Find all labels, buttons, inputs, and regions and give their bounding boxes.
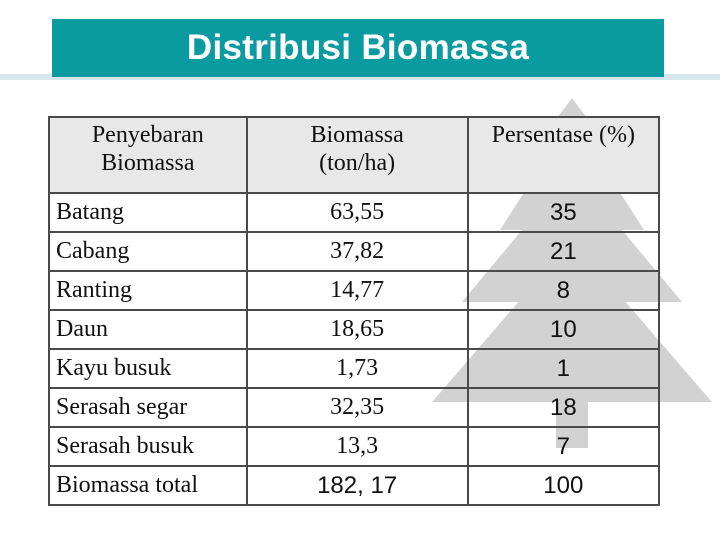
row-percent: 8: [466, 270, 661, 311]
table-row: Serasah busuk 13,3 7: [48, 426, 661, 467]
page-title: Distribusi Biomassa: [186, 28, 530, 67]
table-row: Cabang 37,82 21: [48, 231, 661, 272]
row-biomass: 18,65: [245, 309, 469, 350]
row-biomass: 1,73: [245, 348, 469, 389]
row-name: Batang: [48, 192, 248, 233]
row-percent: 18: [466, 387, 661, 428]
row-name: Biomassa total: [48, 465, 248, 506]
row-name: Ranting: [48, 270, 248, 311]
row-name: Cabang: [48, 231, 248, 272]
row-biomass: 37,82: [245, 231, 469, 272]
table-row-total: Biomassa total 182, 17 100: [48, 465, 661, 506]
table-header-row: Penyebaran Biomassa Biomassa (ton/ha) Pe…: [48, 116, 661, 194]
row-biomass: 63,55: [245, 192, 469, 233]
row-name: Serasah segar: [48, 387, 248, 428]
row-biomass: 32,35: [245, 387, 469, 428]
row-percent: 100: [466, 465, 661, 506]
table-row: Daun 18,65 10: [48, 309, 661, 350]
table-row: Kayu busuk 1,73 1: [48, 348, 661, 389]
row-name: Serasah busuk: [48, 426, 248, 467]
row-name: Daun: [48, 309, 248, 350]
table-row: Batang 63,55 35: [48, 192, 661, 233]
header-rule: [0, 74, 720, 80]
row-name: Kayu busuk: [48, 348, 248, 389]
row-percent: 21: [466, 231, 661, 272]
row-biomass: 14,77: [245, 270, 469, 311]
row-biomass: 182, 17: [245, 465, 469, 506]
header-percentage: Persentase (%): [466, 116, 661, 194]
row-percent: 10: [466, 309, 661, 350]
row-percent: 35: [466, 192, 661, 233]
table-row: Ranting 14,77 8: [48, 270, 661, 311]
biomass-table: Penyebaran Biomassa Biomassa (ton/ha) Pe…: [48, 116, 661, 506]
row-percent: 7: [466, 426, 661, 467]
row-percent: 1: [466, 348, 661, 389]
header-biomass: Biomassa (ton/ha): [245, 116, 469, 194]
header-distribution: Penyebaran Biomassa: [48, 116, 248, 194]
title-bar: Distribusi Biomassa: [52, 19, 664, 77]
table-row: Serasah segar 32,35 18: [48, 387, 661, 428]
row-biomass: 13,3: [245, 426, 469, 467]
